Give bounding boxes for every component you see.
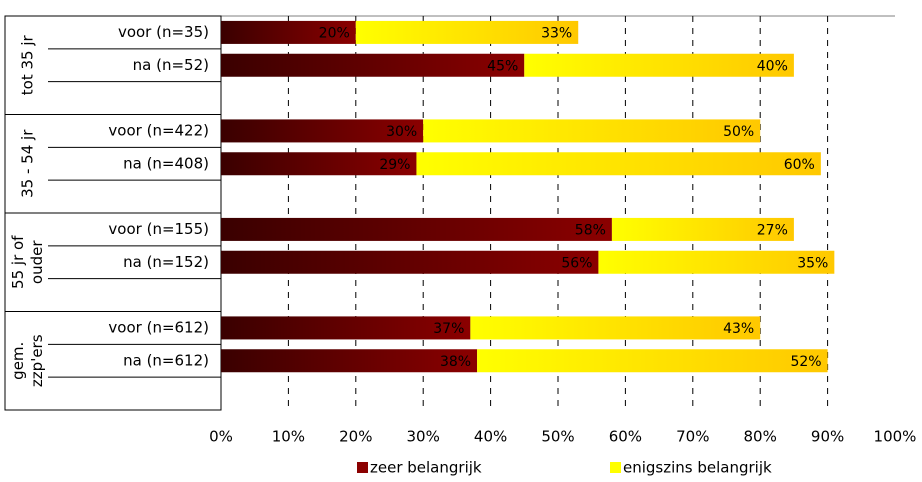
bar-segment: [221, 250, 599, 274]
bar-segment: [221, 349, 478, 373]
x-tick-label: 20%: [339, 428, 372, 446]
bar-segment: [355, 20, 579, 44]
group-label: tot 35 jr: [19, 34, 37, 95]
group-label: zzp'ers: [28, 334, 46, 387]
bar-segment: [221, 316, 471, 340]
value-label: 52%: [790, 354, 821, 370]
group-label: gem.: [9, 342, 27, 380]
x-tick-label: 0%: [209, 428, 233, 446]
category-label: voor (n=155): [108, 220, 209, 238]
bar-segment: [477, 349, 828, 373]
bar-segment: [470, 316, 761, 340]
legend-label: enigszins belangrijk: [623, 459, 772, 477]
category-label: na (n=152): [123, 253, 209, 271]
value-label: 33%: [541, 25, 572, 41]
value-label: 43%: [723, 321, 754, 337]
group-label: 55 jr of: [9, 235, 27, 289]
bar-segment: [524, 53, 794, 77]
value-label: 29%: [379, 157, 410, 173]
value-label: 56%: [561, 255, 592, 271]
x-tick-label: 40%: [474, 428, 507, 446]
legend-label: zeer belangrijk: [370, 459, 482, 477]
bar-segment: [611, 217, 794, 241]
x-tick-label: 50%: [541, 428, 574, 446]
x-tick-label: 30%: [407, 428, 440, 446]
group-label: ouder: [28, 240, 46, 284]
value-label: 37%: [433, 321, 464, 337]
bar-segment: [423, 119, 761, 143]
bar-segment: [598, 250, 835, 274]
bar-segment: [221, 53, 525, 77]
category-label: na (n=408): [123, 154, 209, 172]
value-label: 45%: [487, 58, 518, 74]
legend-swatch: [357, 462, 368, 473]
value-label: 27%: [757, 222, 788, 238]
value-label: 20%: [319, 25, 350, 41]
category-label: na (n=52): [133, 56, 209, 74]
bar-segment: [221, 119, 424, 143]
category-label: na (n=612): [123, 351, 209, 369]
x-tick-label: 80%: [744, 428, 777, 446]
bar-segment: [221, 152, 417, 176]
value-label: 40%: [757, 58, 788, 74]
bar-segment: [221, 20, 356, 44]
value-label: 60%: [784, 157, 815, 173]
category-label: voor (n=612): [108, 318, 209, 336]
value-label: 50%: [723, 124, 754, 140]
category-label: voor (n=35): [118, 23, 209, 41]
value-label: 38%: [440, 354, 471, 370]
x-tick-label: 90%: [811, 428, 844, 446]
x-tick-label: 70%: [676, 428, 709, 446]
category-label: voor (n=422): [108, 121, 209, 139]
bar-segment: [221, 217, 612, 241]
bar-segment: [416, 152, 821, 176]
x-tick-label: 60%: [609, 428, 642, 446]
group-label: 35 - 54 jr: [19, 129, 37, 198]
x-tick-label: 10%: [272, 428, 305, 446]
x-tick-label: 100%: [874, 428, 917, 446]
value-label: 35%: [797, 255, 828, 271]
value-label: 30%: [386, 124, 417, 140]
value-label: 58%: [575, 222, 606, 238]
legend-swatch: [610, 462, 621, 473]
